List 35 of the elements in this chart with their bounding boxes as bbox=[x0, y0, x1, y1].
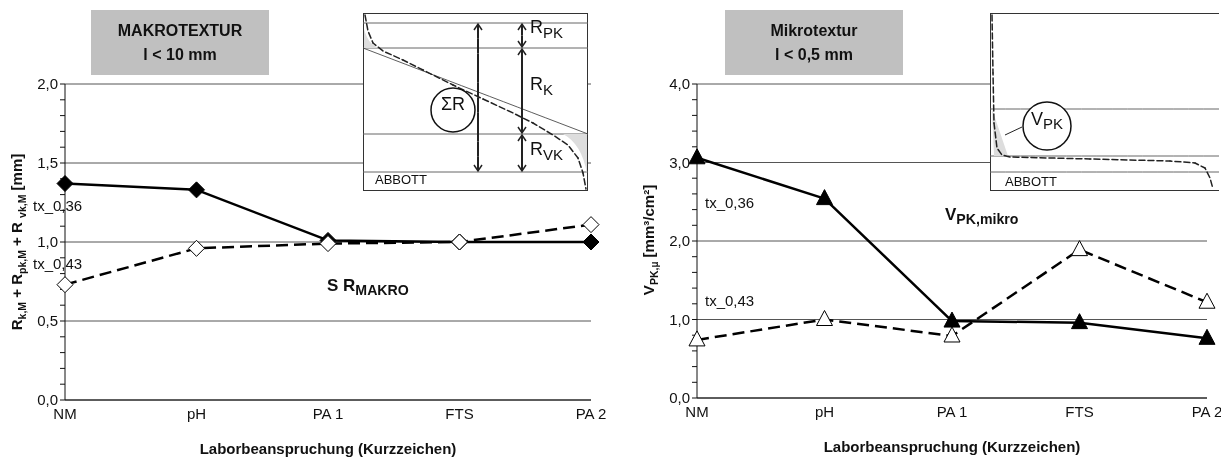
y-tick-label: 1,0 bbox=[669, 310, 690, 328]
y-tick-label: 1,5 bbox=[37, 154, 58, 172]
x-tick-label: pH bbox=[814, 402, 835, 420]
x-tick-label: PA 1 bbox=[936, 402, 968, 420]
series-label: tx_0,43 bbox=[33, 254, 83, 272]
annotation: R$_{VK}$ bbox=[530, 139, 564, 164]
annotation: V$_{PK}$ bbox=[1030, 109, 1064, 134]
annotation: S R$_{MAKRO}$ bbox=[327, 276, 409, 300]
y-tick-label: 1,0 bbox=[37, 233, 58, 251]
x-tick-label: PA 2 bbox=[575, 404, 607, 422]
x-tick-label: PA 1 bbox=[312, 404, 344, 422]
x-tick-label: FTS bbox=[1065, 402, 1094, 420]
y-tick-label: 4,0 bbox=[669, 75, 690, 93]
series-label: tx_0,43 bbox=[705, 291, 755, 309]
text: R$_{PK}$ bbox=[530, 17, 564, 42]
x-axis-title: Laborbeanspruchung (Kurzzeichen) bbox=[823, 438, 1081, 455]
x-axis-title: Laborbeanspruchung (Kurzzeichen) bbox=[199, 440, 457, 457]
y-tick-label: 2,0 bbox=[669, 232, 690, 250]
annotation: ABBOTT bbox=[375, 171, 428, 188]
annotation: V$_{PK,mikro}$ bbox=[945, 205, 1019, 229]
x-tick-label: pH bbox=[186, 404, 207, 422]
y-tick-label: 0,5 bbox=[37, 312, 58, 330]
x-tick-label: FTS bbox=[445, 404, 474, 422]
annotation: ΣR bbox=[440, 93, 466, 116]
series-label: tx_0,36 bbox=[705, 193, 755, 211]
annotation: ABBOTT bbox=[1005, 173, 1058, 190]
chart-title: MAKROTEXTUR bbox=[117, 20, 243, 41]
chart-subtitle: l < 10 mm bbox=[143, 44, 217, 65]
series-label: tx_0,36 bbox=[33, 196, 83, 214]
chart-subtitle: l < 0,5 mm bbox=[775, 44, 853, 65]
y-tick-label: 2,0 bbox=[37, 75, 58, 93]
annotation: R$_{K}$ bbox=[530, 74, 554, 99]
chart-title: Mikrotextur bbox=[770, 20, 858, 41]
y-tick-label: 3,0 bbox=[669, 153, 690, 171]
x-tick-label: PA 2 bbox=[1191, 402, 1221, 420]
